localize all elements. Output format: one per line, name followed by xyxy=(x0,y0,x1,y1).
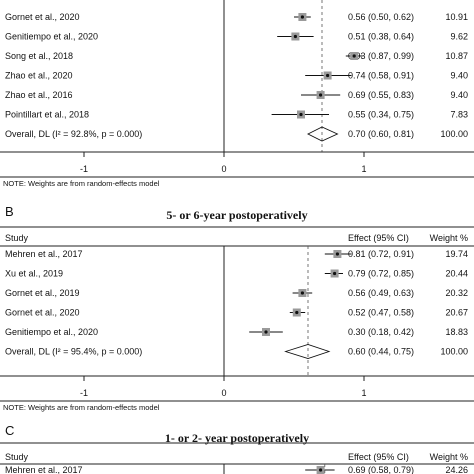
x-tick-label: 0 xyxy=(221,164,226,174)
study-effect: 0.93 (0.87, 0.99) xyxy=(348,51,414,61)
point-estimate xyxy=(333,271,337,276)
study-effect: 0.69 (0.55, 0.83) xyxy=(348,90,414,100)
header-study: Study xyxy=(5,452,29,462)
study-weight: 9.62 xyxy=(450,32,468,42)
study-effect: 0.69 (0.58, 0.79) xyxy=(348,465,414,474)
weights-note: NOTE: Weights are from random-effects mo… xyxy=(3,403,160,412)
overall-effect: 0.60 (0.44, 0.75) xyxy=(348,347,414,357)
overall-diamond xyxy=(306,126,339,142)
study-effect: 0.79 (0.72, 0.85) xyxy=(348,269,414,279)
overall-diamond xyxy=(284,344,331,359)
study-label: Song et al., 2018 xyxy=(5,51,73,61)
header-effect: Effect (95% CI) xyxy=(348,233,409,243)
panel-title: 5- or 6-year postoperatively xyxy=(166,208,307,222)
study-label: Gornet et al., 2019 xyxy=(5,288,80,298)
panel-title: 1- or 2- year postoperatively xyxy=(165,431,309,445)
overall-label: Overall, DL (I² = 92.8%, p = 0.000) xyxy=(5,129,142,139)
study-label: Genitiempo et al., 2020 xyxy=(5,32,98,42)
header-study: Study xyxy=(5,233,29,243)
study-weight: 9.40 xyxy=(450,71,468,81)
x-tick-label: 1 xyxy=(361,164,366,174)
x-tick-label: 0 xyxy=(221,388,226,398)
weights-note: NOTE: Weights are from random-effects mo… xyxy=(3,179,160,188)
study-effect: 0.56 (0.49, 0.63) xyxy=(348,288,414,298)
point-estimate xyxy=(326,73,330,78)
study-effect: 0.30 (0.18, 0.42) xyxy=(348,327,414,337)
point-estimate xyxy=(319,468,323,472)
overall-weight: 100.00 xyxy=(440,347,468,357)
study-weight: 10.91 xyxy=(445,12,468,22)
panel-letter: C xyxy=(5,423,14,438)
study-weight: 10.87 xyxy=(445,51,468,61)
study-effect: 0.56 (0.50, 0.62) xyxy=(348,12,414,22)
study-effect: 0.81 (0.72, 0.91) xyxy=(348,249,414,259)
study-label: Mehren et al., 2017 xyxy=(5,249,83,259)
overall-effect: 0.70 (0.60, 0.81) xyxy=(348,129,414,139)
header-weight: Weight % xyxy=(430,452,468,462)
x-tick-label: -1 xyxy=(80,164,88,174)
study-label: Gornet et al., 2020 xyxy=(5,12,80,22)
study-weight: 20.44 xyxy=(445,269,468,279)
point-estimate xyxy=(293,34,297,39)
point-estimate xyxy=(295,310,299,315)
x-tick-label: -1 xyxy=(80,388,88,398)
study-effect: 0.51 (0.38, 0.64) xyxy=(348,32,414,42)
point-estimate xyxy=(352,54,356,58)
study-effect: 0.74 (0.58, 0.91) xyxy=(348,71,414,81)
study-label: Zhao et al., 2016 xyxy=(5,90,73,100)
point-estimate xyxy=(300,15,304,19)
study-effect: 0.55 (0.34, 0.75) xyxy=(348,110,414,120)
study-label: Zhao et al., 2020 xyxy=(5,71,73,81)
overall-label: Overall, DL (I² = 95.4%, p = 0.000) xyxy=(5,347,142,357)
study-weight: 19.74 xyxy=(445,249,468,259)
study-weight: 9.40 xyxy=(450,90,468,100)
header-effect: Effect (95% CI) xyxy=(348,452,409,462)
study-weight: 18.83 xyxy=(445,327,468,337)
panel-letter: B xyxy=(5,204,14,219)
overall-weight: 100.00 xyxy=(440,129,468,139)
study-weight: 20.32 xyxy=(445,288,468,298)
header-weight: Weight % xyxy=(430,233,468,243)
point-estimate xyxy=(335,252,339,256)
point-estimate xyxy=(300,291,304,295)
study-weight: 20.67 xyxy=(445,308,468,318)
point-estimate xyxy=(264,330,268,334)
study-label: Gornet et al., 2020 xyxy=(5,308,80,318)
x-tick-label: 1 xyxy=(361,388,366,398)
study-label: Pointillart et al., 2018 xyxy=(5,110,89,120)
point-estimate xyxy=(299,112,303,117)
study-label: Mehren et al., 2017 xyxy=(5,465,83,474)
study-weight: 24.26 xyxy=(445,465,468,474)
study-label: Xu et al., 2019 xyxy=(5,269,63,279)
study-label: Genitiempo et al., 2020 xyxy=(5,327,98,337)
study-effect: 0.52 (0.47, 0.58) xyxy=(348,308,414,318)
point-estimate xyxy=(319,93,323,97)
study-weight: 7.83 xyxy=(450,110,468,120)
